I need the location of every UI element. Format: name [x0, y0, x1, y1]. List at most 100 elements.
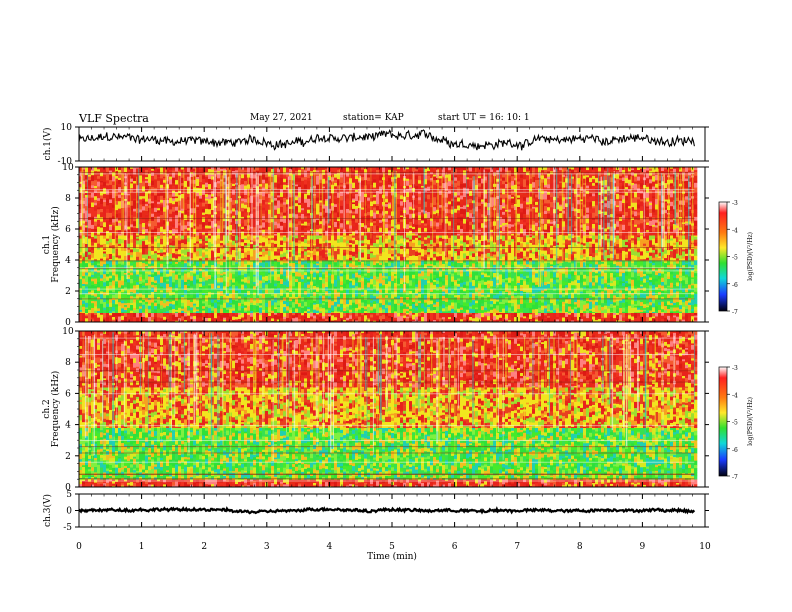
spectrogram-cell: [682, 302, 686, 308]
spectrogram-cell: [457, 296, 461, 300]
spectrogram-cell: [646, 287, 650, 294]
spectrogram-cell: [184, 239, 188, 243]
spectrogram-cell: [682, 319, 686, 323]
spectrogram-cell: [157, 238, 161, 244]
spectrogram-cell: [184, 307, 188, 313]
spectrogram-cell: [349, 305, 353, 311]
spectrogram-cell: [346, 279, 350, 285]
spectrogram-cell: [316, 261, 320, 264]
spectrogram-cell: [472, 260, 476, 264]
spectrogram-cell: [175, 311, 179, 313]
spectrogram-cell: [244, 259, 248, 261]
spectrogram-cell: [592, 282, 596, 286]
spectrogram-cell: [229, 279, 233, 285]
spectrogram-cell: [424, 284, 428, 290]
spectrogram-cell: [304, 260, 308, 264]
spectrogram-cell: [595, 305, 599, 310]
spectrogram-cell: [427, 312, 431, 318]
spectrogram-cell: [400, 300, 404, 304]
spectrogram-cell: [247, 301, 251, 307]
spectrogram-cell: [439, 254, 443, 257]
spectrogram-cell: [238, 288, 242, 294]
spectrogram-cell: [127, 312, 131, 315]
spectrogram-cell: [496, 290, 500, 295]
spectrogram-cell: [388, 260, 392, 263]
spectrogram-cell: [550, 266, 554, 268]
spectrogram-cell: [496, 285, 500, 291]
spectrogram-cell: [187, 260, 191, 263]
spectrogram-cell: [586, 310, 590, 313]
spectrogram-cell: [619, 318, 623, 321]
spectrogram-cell: [94, 301, 98, 307]
spectrogram-cell: [550, 312, 554, 313]
spectrogram-cell: [208, 275, 212, 280]
spectrogram-cell: [106, 276, 110, 279]
spectrogram-cell: [442, 264, 446, 269]
spectrogram-cell: [421, 271, 425, 277]
spectrogram-cell: [118, 243, 122, 247]
spectrogram-cell: [271, 279, 275, 284]
spectrogram-cell: [460, 279, 464, 284]
spectrogram-cell: [226, 318, 230, 323]
spectrogram-cell: [412, 235, 416, 241]
spectrogram-cell: [304, 290, 308, 295]
spectrogram-cell: [469, 242, 473, 246]
spectrogram-cell: [202, 294, 206, 300]
spectrogram-cell: [367, 264, 371, 267]
spectrogram-cell: [691, 283, 695, 286]
spectrogram-cell: [274, 276, 278, 281]
spectrogram-cell: [373, 260, 377, 266]
spectrogram-cell: [166, 273, 170, 278]
spectrogram-cell: [634, 312, 638, 319]
spectrogram-cell: [400, 314, 404, 317]
spectrogram-cell: [661, 271, 665, 274]
spectrogram-cell: [334, 262, 338, 267]
spectrogram-cell: [493, 257, 497, 261]
spectrogram-cell: [505, 320, 509, 323]
spectrogram-cell: [535, 260, 539, 264]
spectrogram-cell: [580, 310, 584, 313]
spectrogram-cell: [553, 272, 557, 278]
spectrogram-cell: [469, 320, 473, 323]
spectrogram-cell: [325, 319, 329, 322]
spectrogram-cell: [235, 266, 239, 272]
spectrogram-cell: [601, 306, 605, 311]
spectrogram-cell: [556, 273, 560, 278]
spectrogram-cell: [163, 319, 167, 322]
spectrogram-cell: [253, 274, 257, 277]
spectrogram-cell: [400, 248, 404, 255]
spectrogram-cell: [91, 242, 95, 246]
spectrogram-cell: [232, 282, 236, 286]
spectrogram-cell: [196, 256, 200, 261]
spectrogram-cell: [346, 267, 350, 272]
spectrogram-cell: [412, 278, 416, 283]
spectrogram-cell: [490, 236, 494, 242]
spectrogram-cell: [577, 262, 581, 267]
spectrogram-cell: [292, 307, 296, 313]
spectrogram-cell: [388, 315, 392, 319]
spectrogram-cell: [490, 258, 494, 261]
spectrogram-cell: [454, 317, 458, 323]
spectrogram-cell: [208, 235, 212, 239]
spectrogram-cell: [118, 294, 122, 300]
spectrogram-cell: [481, 272, 485, 276]
spectrogram-cell: [172, 235, 176, 241]
spectrogram-cell: [640, 277, 644, 282]
spectrogram-cell: [502, 260, 506, 266]
spectrogram-cell: [169, 295, 173, 300]
spectrogram-cell: [493, 316, 497, 321]
spectrogram-cell: [568, 260, 572, 263]
spectrogram-cell: [694, 312, 698, 316]
spectrogram-cell: [277, 293, 281, 299]
spectrogram-cell: [232, 257, 236, 260]
spectrogram-cell: [391, 281, 395, 287]
spectrogram-cell: [616, 305, 620, 310]
spectrogram-cell: [499, 278, 503, 283]
spectrogram-cell: [103, 267, 107, 271]
spectrogram-cell: [646, 305, 650, 308]
spectrogram-cell: [139, 261, 143, 265]
spectrogram-cell: [568, 278, 572, 284]
spectrogram-cell: [373, 279, 377, 286]
spectrogram-cell: [436, 284, 440, 288]
spectrogram-cell: [406, 283, 410, 286]
